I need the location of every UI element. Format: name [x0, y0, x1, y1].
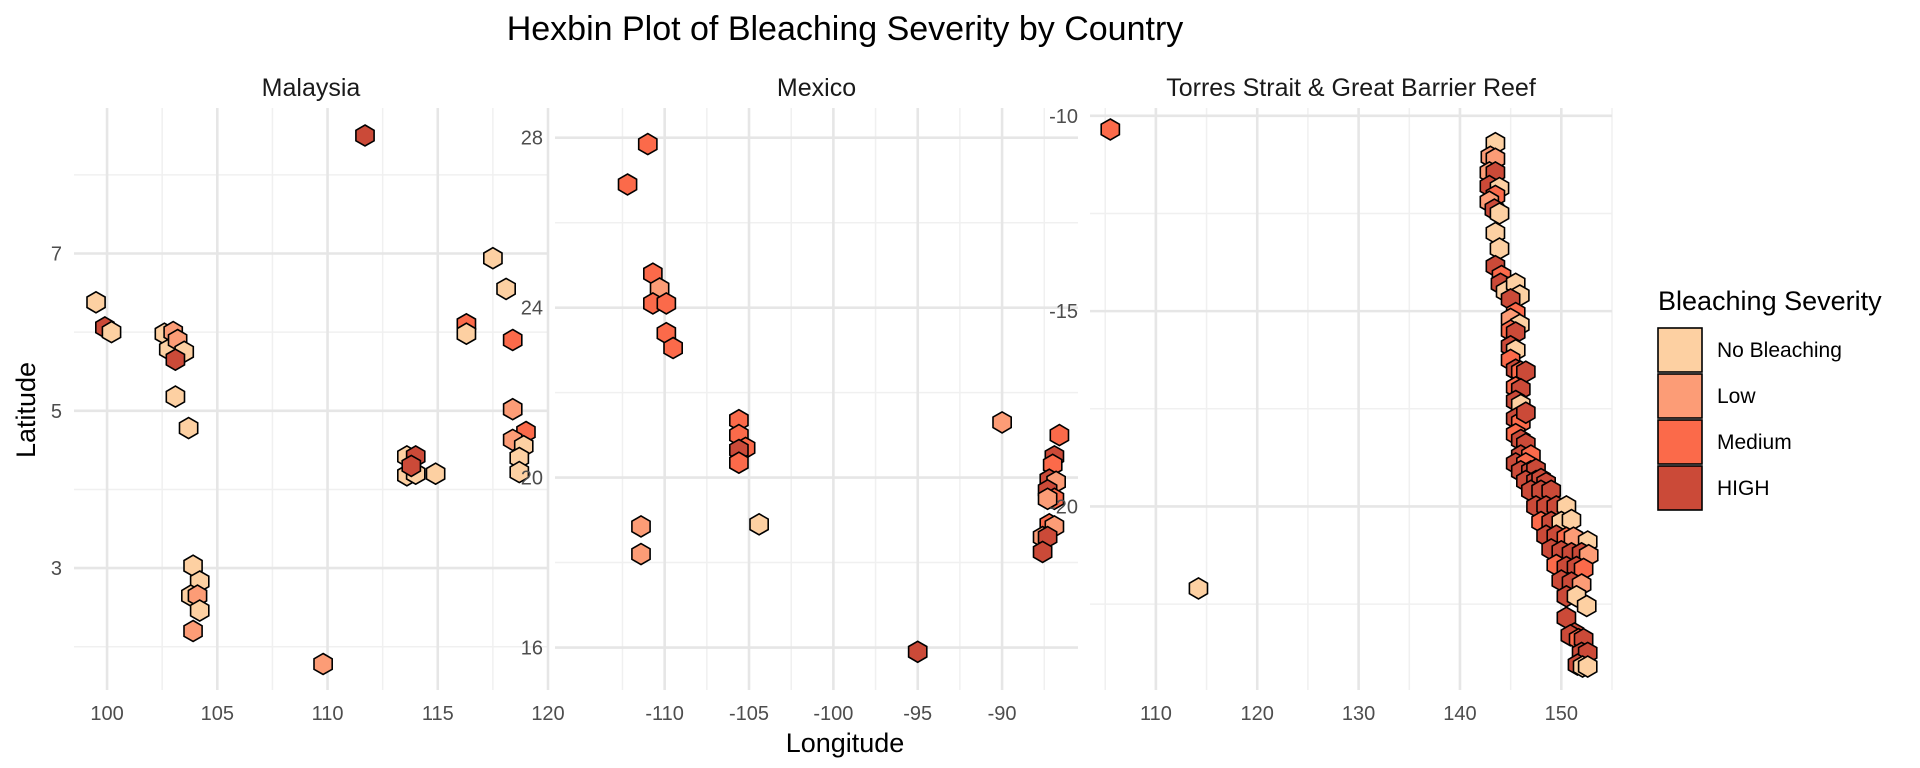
- x-tick-label: -110: [645, 703, 684, 725]
- y-tick-label: -10: [1049, 106, 1078, 128]
- hexbin-cell: [502, 328, 523, 352]
- legend: Bleaching Severity No Bleaching Low Medium…: [1657, 286, 1882, 511]
- x-tick-label: 120: [531, 703, 564, 725]
- legend-swatch: [1657, 327, 1703, 373]
- x-tick-label: 105: [201, 703, 234, 725]
- hexbin-cell: [165, 348, 186, 372]
- y-tick-label: 28: [521, 128, 543, 150]
- panel-title: Mexico: [777, 74, 856, 102]
- hexbin-cell: [86, 290, 106, 314]
- x-tick-label: 120: [1241, 703, 1274, 725]
- y-tick-label: -20: [1049, 496, 1078, 518]
- hexbin-cell: [1037, 487, 1058, 511]
- x-tick-label: -105: [729, 703, 769, 725]
- hexbin-cell: [1489, 202, 1510, 225]
- hexbin-cell: [663, 336, 684, 360]
- hexbin-cell: [425, 462, 446, 486]
- hexbin-cell: [637, 132, 658, 156]
- hexbin-cell: [631, 514, 651, 538]
- hexbin-cell: [728, 451, 749, 475]
- legend-label: Low: [1717, 385, 1756, 408]
- hexbin-cell: [631, 542, 651, 566]
- hexbin-cell: [1576, 594, 1597, 618]
- y-tick-label: 5: [51, 401, 62, 423]
- hexbin-cell: [165, 385, 186, 409]
- y-tick-label: 3: [51, 558, 62, 580]
- hexbin-cell: [401, 454, 422, 478]
- y-tick-label: 20: [521, 468, 543, 490]
- y-tick-label: 7: [51, 244, 62, 266]
- legend-label: No Bleaching: [1717, 339, 1842, 362]
- y-tick-label: 16: [521, 638, 543, 660]
- hexbin-cell: [502, 397, 523, 421]
- x-tick-label: -100: [813, 703, 853, 725]
- x-tick-label: 110: [312, 703, 344, 725]
- hexbin-cell: [509, 460, 530, 484]
- y-tick-label: -15: [1049, 301, 1078, 323]
- x-tick-label: 115: [422, 703, 454, 725]
- x-tick-label: 150: [1545, 703, 1578, 725]
- hexbin-cell: [907, 640, 928, 664]
- panel-mexico: -110 -105 -100 -95 -90 16 20 24 28 Mexico: [521, 74, 1078, 725]
- hexbin-cell: [482, 246, 503, 270]
- x-tick-label: 110: [1140, 703, 1172, 725]
- legend-swatch: [1657, 373, 1703, 419]
- hexbin-cell: [1188, 576, 1209, 600]
- hexbin-cell: [355, 124, 375, 147]
- hexbin-cell: [992, 410, 1013, 434]
- hexbin-cell: [313, 652, 334, 676]
- y-tick-label: 24: [521, 298, 543, 320]
- panel-title: Malaysia: [262, 74, 361, 102]
- hexbin-cell: [656, 291, 677, 315]
- hexbin-cell: [1577, 655, 1598, 679]
- legend-swatch: [1657, 419, 1703, 465]
- x-tick-label: 100: [90, 703, 123, 725]
- x-tick-label: 140: [1443, 703, 1476, 725]
- hexbin-cell: [1489, 237, 1510, 261]
- x-tick-label: -90: [988, 703, 1017, 725]
- hexbin-cell: [178, 416, 199, 440]
- panel-gbr: 110 120 130 140 150 -10 -15 -20 Torres Strait & …: [1049, 74, 1613, 725]
- legend-label: HIGH: [1717, 477, 1770, 500]
- hexbin-cell: [1049, 423, 1070, 447]
- legend-title: Bleaching Severity: [1658, 286, 1882, 316]
- hexbin-cell: [496, 277, 517, 301]
- x-axis-label: Longitude: [786, 728, 905, 758]
- hexbin-cell: [189, 599, 210, 623]
- x-tick-label: -95: [903, 703, 932, 725]
- hexbin-cell: [101, 320, 122, 344]
- x-tick-label: 130: [1342, 703, 1375, 725]
- hexbin-cell: [1516, 401, 1536, 425]
- panel-title: Torres Strait & Great Barrier Reef: [1166, 74, 1536, 102]
- hexbin-cell: [617, 173, 638, 196]
- chart-title: Hexbin Plot of Bleaching Severity by Cou…: [507, 10, 1184, 48]
- hexbin-cell: [1100, 118, 1121, 141]
- panel-malaysia: 100 105 110 115 120 3 5 7 Malaysia: [51, 74, 565, 725]
- legend-swatch: [1657, 465, 1703, 511]
- y-axis-label: Latitude: [11, 362, 41, 458]
- legend-label: Medium: [1717, 431, 1792, 454]
- hexbin-cell: [749, 512, 770, 536]
- hexbin-cell: [1032, 540, 1053, 564]
- hexbin-cell: [456, 322, 477, 346]
- hexbin-cell: [183, 619, 203, 643]
